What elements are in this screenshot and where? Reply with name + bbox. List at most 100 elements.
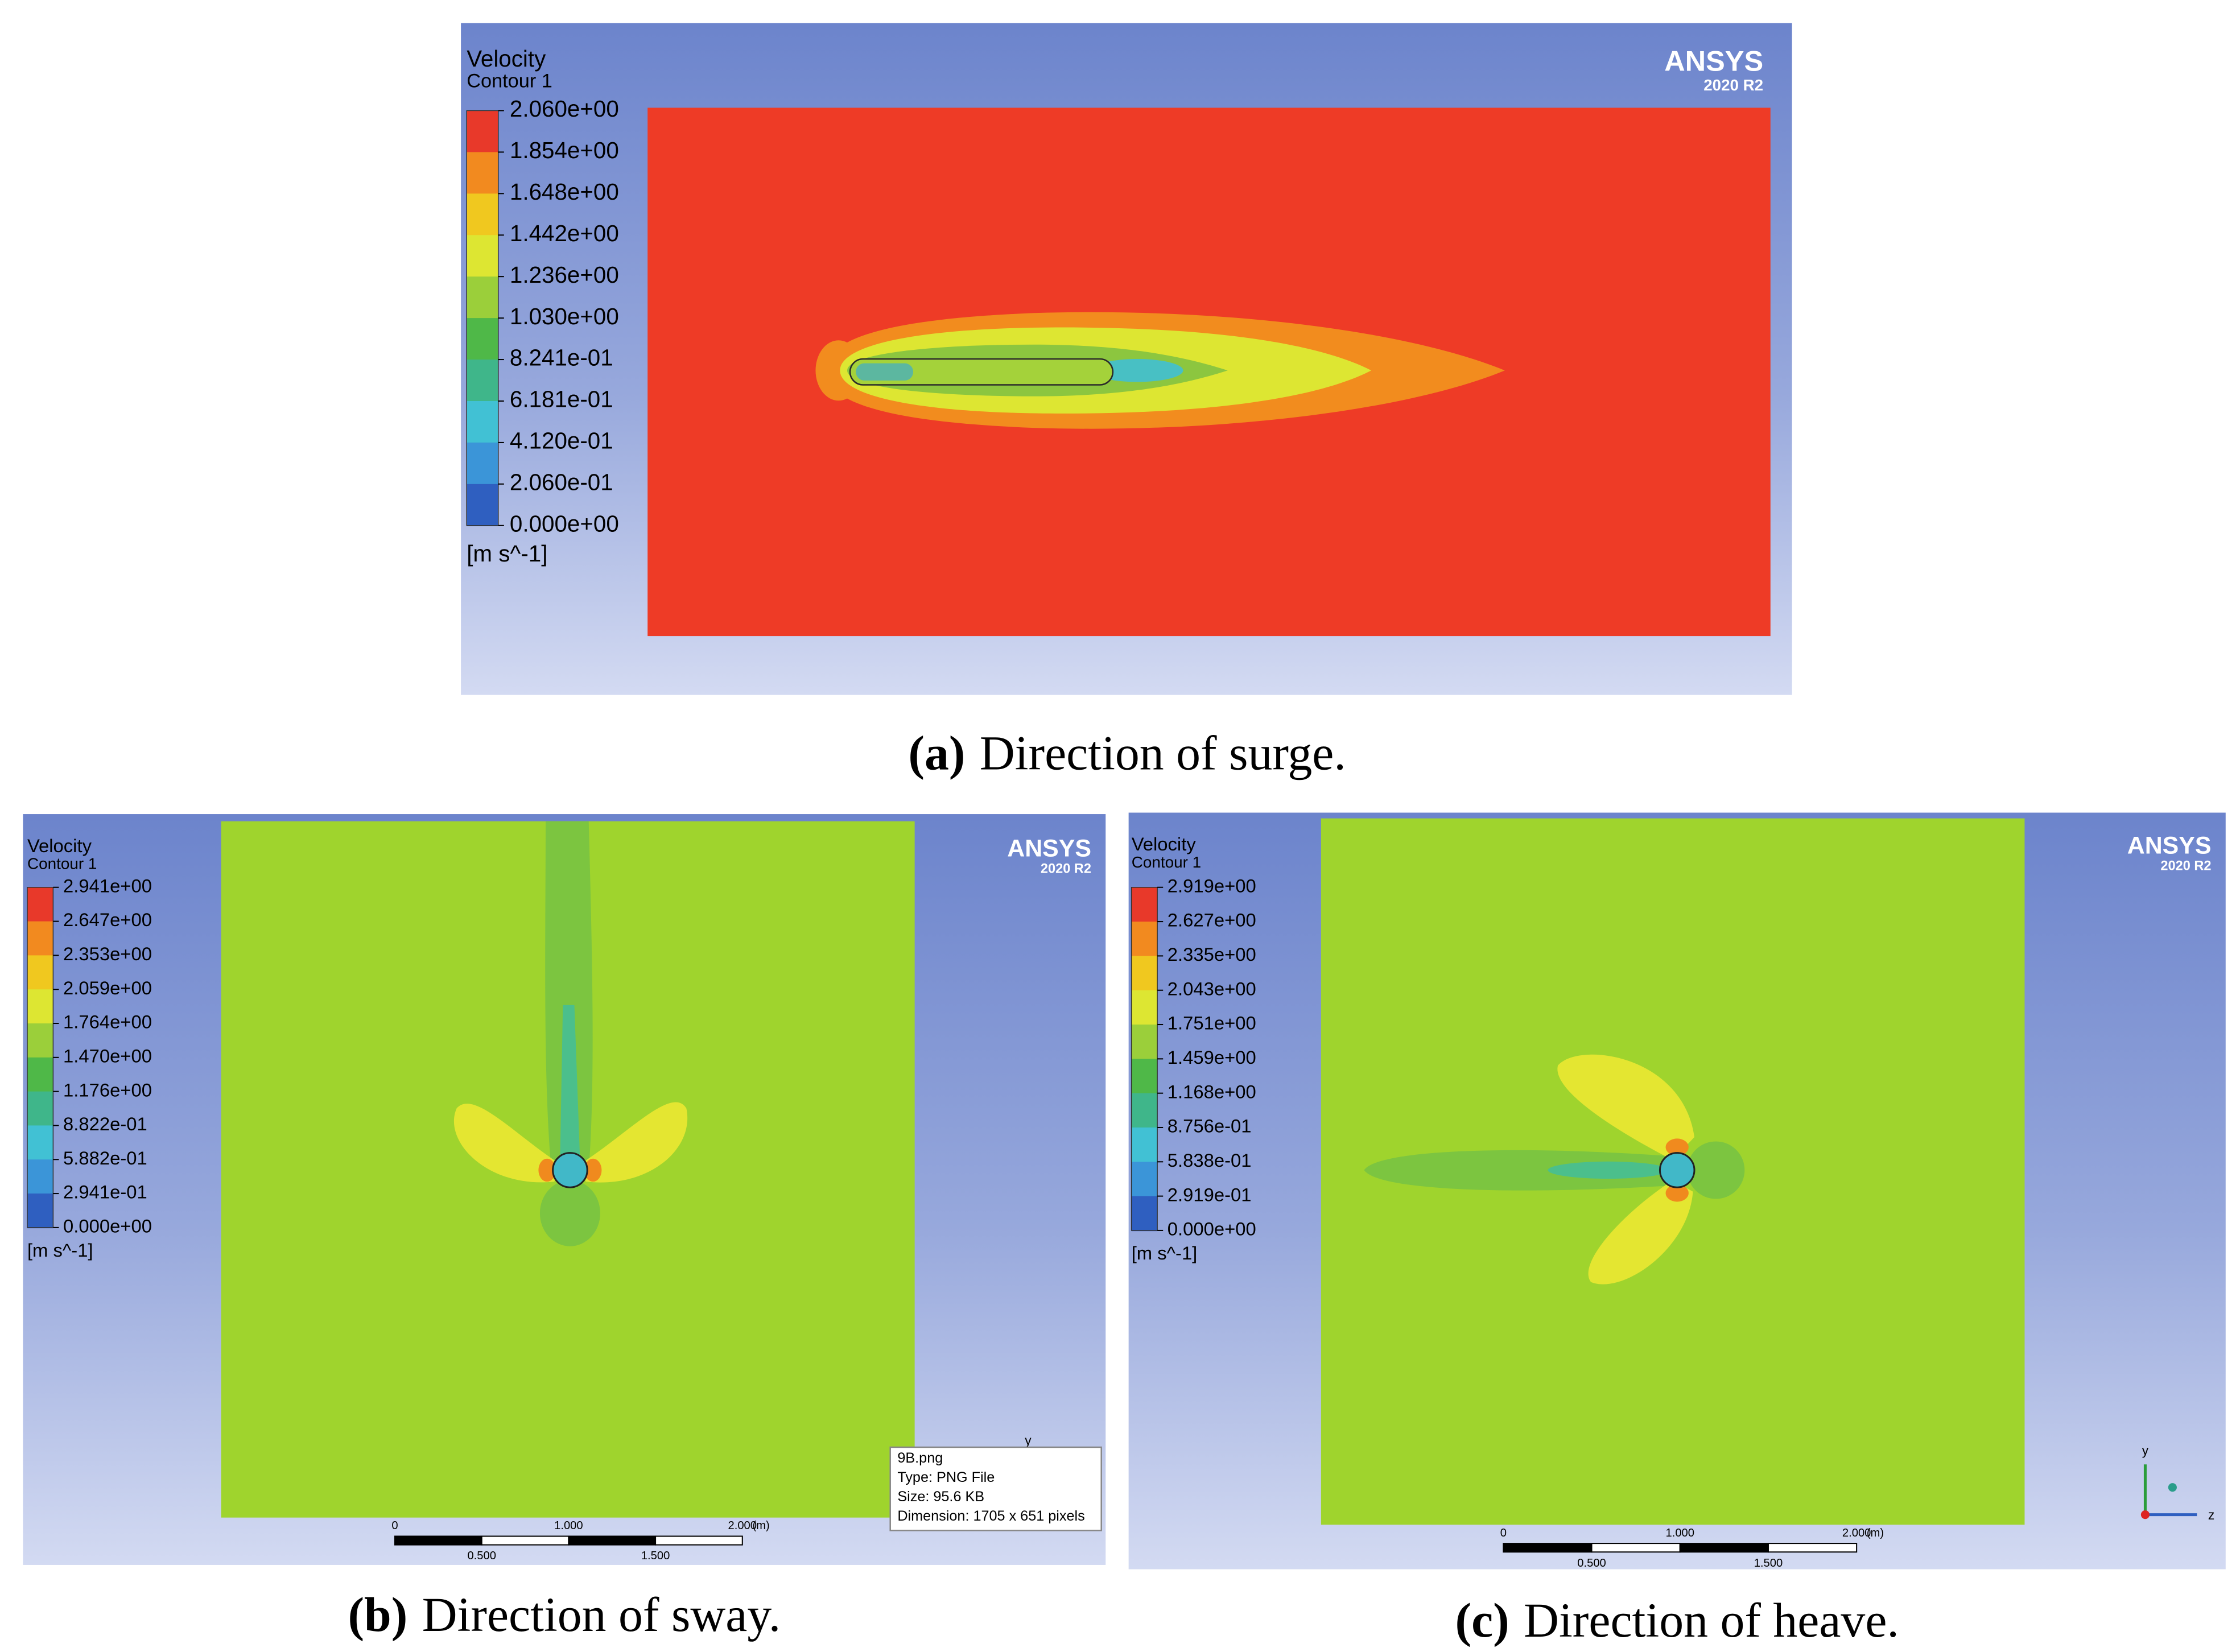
tooltip-line: Dimension: 1705 x 651 pixels <box>897 1508 1084 1524</box>
contour-region <box>856 363 914 381</box>
legend-band <box>467 360 498 402</box>
logo-version: 2020 R2 <box>2160 858 2211 873</box>
caption: (a) Direction of surge. <box>908 726 1346 780</box>
legend-label: 6.181e-01 <box>510 386 613 412</box>
legend-subtitle: Contour 1 <box>467 71 552 92</box>
tooltip-line: Size: 95.6 KB <box>897 1489 984 1505</box>
legend-label: 8.241e-01 <box>510 345 613 371</box>
legend-label: 1.764e+00 <box>63 1011 152 1032</box>
legend-label: 2.043e+00 <box>1168 978 1256 999</box>
contour-region <box>1557 1054 1694 1160</box>
legend-band <box>1131 1059 1158 1094</box>
legend-band <box>1131 1025 1158 1060</box>
contour-region <box>584 1158 602 1182</box>
scale-bar-segment <box>1679 1543 1769 1553</box>
logo-name: ANSYS <box>2127 832 2212 859</box>
legend-label: 2.919e-01 <box>1168 1184 1252 1205</box>
scale-bar-label: 0 <box>391 1519 398 1532</box>
legend-label: 1.168e+00 <box>1168 1081 1256 1102</box>
logo-name: ANSYS <box>1007 835 1091 862</box>
caption: (c) Direction of heave. <box>1455 1593 1899 1647</box>
legend-label: 1.854e+00 <box>510 137 619 163</box>
contour-region <box>538 1158 556 1182</box>
scale-bar-segment <box>394 1535 482 1546</box>
legend-label: 8.756e-01 <box>1168 1116 1252 1137</box>
legend-title: Velocity <box>27 835 92 856</box>
legend-label: 2.941e-01 <box>63 1182 147 1203</box>
legend-band <box>467 276 498 319</box>
caption-text: Direction of surge. <box>980 726 1346 780</box>
legend-band <box>27 1193 53 1229</box>
legend-subtitle: Contour 1 <box>27 855 97 873</box>
contour-region <box>453 1104 563 1183</box>
scale-bar-segment <box>1591 1543 1681 1553</box>
tooltip <box>889 1446 1102 1531</box>
tooltip-line: 9B.png <box>897 1450 943 1466</box>
legend-label: 1.442e+00 <box>510 220 619 246</box>
legend-band <box>1131 990 1158 1026</box>
contour-region <box>1665 1184 1689 1202</box>
vehicle-hull <box>849 358 1114 386</box>
scale-bar-segment <box>655 1535 743 1546</box>
caption-text: Direction of sway. <box>422 1588 781 1642</box>
legend-unit: [m s^-1] <box>27 1240 93 1261</box>
logo-name: ANSYS <box>1664 44 1763 77</box>
legend-label: 2.059e+00 <box>63 977 152 998</box>
legend-band <box>467 110 498 153</box>
legend-band <box>27 955 53 990</box>
triad-label: y <box>1025 1433 1032 1448</box>
legend-band <box>467 442 498 485</box>
legend-label: 0.000e+00 <box>510 510 619 536</box>
legend-band <box>467 152 498 195</box>
legend-label: 8.822e-01 <box>63 1113 147 1134</box>
legend-subtitle: Contour 1 <box>1132 853 1201 871</box>
legend-band <box>27 989 53 1025</box>
legend-band <box>1131 1162 1158 1197</box>
legend-label: 1.459e+00 <box>1168 1047 1256 1068</box>
legend-band <box>27 1125 53 1160</box>
triad-marker <box>2168 1483 2177 1492</box>
legend-title: Velocity <box>467 46 546 72</box>
legend-label: 2.060e-01 <box>510 469 613 495</box>
caption-label: (a) <box>908 726 965 780</box>
scale-bar-segment <box>568 1535 657 1546</box>
legend-band <box>1131 956 1158 991</box>
legend-band <box>1131 922 1158 957</box>
legend-label: 4.120e-01 <box>510 428 613 454</box>
logo-version: 2020 R2 <box>1703 76 1763 94</box>
vehicle-hull <box>552 1152 588 1188</box>
legend-label: 1.176e+00 <box>63 1079 152 1100</box>
legend-label: 2.627e+00 <box>1168 910 1256 931</box>
scale-bar-segment <box>1767 1543 1858 1553</box>
contour-region <box>577 1102 688 1183</box>
contour-region <box>1665 1138 1689 1156</box>
legend-label: 0.000e+00 <box>63 1216 152 1237</box>
legend-label: 2.335e+00 <box>1168 944 1256 965</box>
legend-label: 5.838e-01 <box>1168 1150 1252 1171</box>
legend-band <box>467 484 498 527</box>
legend-band <box>27 1023 53 1059</box>
contour-region <box>1588 1180 1693 1285</box>
caption: (b) Direction of sway. <box>348 1588 781 1642</box>
legend-label: 1.030e+00 <box>510 303 619 329</box>
contour-region <box>545 821 593 1170</box>
legend-band <box>27 1159 53 1195</box>
vehicle-hull <box>1659 1152 1696 1188</box>
contour-region <box>1091 359 1183 382</box>
caption-label: (b) <box>348 1588 407 1642</box>
legend-label: 1.751e+00 <box>1168 1013 1256 1034</box>
contour-region <box>539 1180 600 1246</box>
triad-label: y <box>2142 1443 2149 1458</box>
caption-label: (c) <box>1455 1593 1509 1647</box>
triad-origin <box>2140 1510 2150 1519</box>
legend-label: 0.000e+00 <box>1168 1219 1256 1240</box>
triad-label: z <box>2208 1508 2214 1522</box>
legend-label: 2.919e+00 <box>1168 875 1256 896</box>
legend-label: 2.060e+00 <box>510 96 619 122</box>
legend-band <box>467 193 498 236</box>
legend-band <box>27 1091 53 1126</box>
scale-bar-label: 2.000 <box>728 1519 757 1532</box>
contour-region <box>560 1005 580 1163</box>
